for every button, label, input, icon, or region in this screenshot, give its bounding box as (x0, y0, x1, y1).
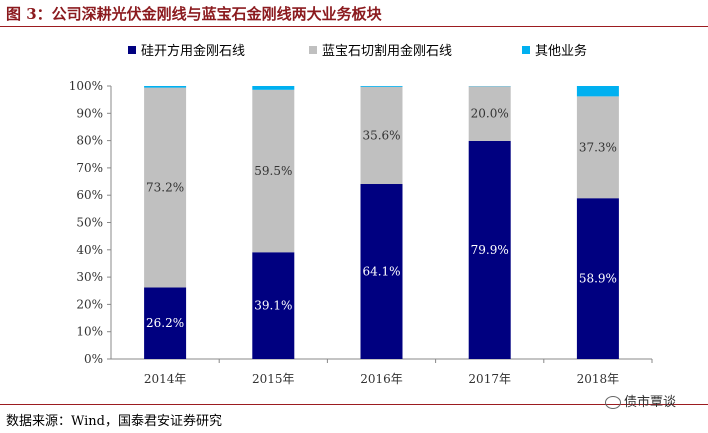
data-label: 58.9% (579, 272, 617, 286)
data-label: 79.9% (471, 243, 509, 257)
data-label: 37.3% (579, 140, 617, 154)
legend-item-series-3: 其他业务 (522, 40, 587, 59)
y-tick-label: 70% (76, 161, 103, 175)
y-tick-label: 0% (84, 352, 103, 366)
x-tick-label: 2017年 (468, 372, 511, 386)
x-tick-label: 2018年 (577, 372, 620, 386)
bar-segment (360, 184, 403, 359)
y-tick-label: 80% (76, 134, 103, 148)
bar-segment (252, 89, 295, 253)
bar-segment (576, 86, 619, 97)
source-note: 数据来源：Wind，国泰君安证券研究 (6, 414, 222, 429)
legend-label-series-3: 其他业务 (535, 44, 588, 59)
y-tick-label: 30% (76, 270, 103, 284)
bar-segment (468, 140, 511, 359)
data-label: 39.1% (254, 299, 292, 313)
data-label: 73.2% (146, 181, 184, 195)
chart-title: 图 3：公司深耕光伏金刚线与蓝宝石金刚线两大业务板块 (6, 5, 382, 23)
wechat-icon (605, 396, 621, 409)
bar-segment (144, 86, 187, 88)
x-tick-label: 2016年 (360, 372, 403, 386)
data-label: 20.0% (471, 107, 509, 121)
y-tick-label: 20% (76, 297, 103, 311)
bar-segment (252, 252, 295, 359)
legend-swatch-series-2 (309, 46, 317, 54)
legend-item-series-1: 硅开方用金刚石线 (128, 40, 245, 59)
legend-label-series-2: 蓝宝石切割用金刚石线 (322, 44, 453, 59)
bar-segment (576, 96, 619, 199)
title-bar: 图 3：公司深耕光伏金刚线与蓝宝石金刚线两大业务板块 (0, 0, 708, 27)
legend-label-series-1: 硅开方用金刚石线 (141, 44, 246, 59)
watermark-text: 债市覃谈 (624, 395, 677, 410)
legend-swatch-series-1 (128, 46, 136, 54)
bar-segment (576, 198, 619, 359)
legend-item-series-2: 蓝宝石切割用金刚石线 (309, 40, 452, 59)
chart-legend: 硅开方用金刚石线 蓝宝石切割用金刚石线 其他业务 (0, 40, 708, 59)
x-tick-label: 2014年 (144, 372, 187, 386)
y-tick-label: 50% (76, 216, 103, 230)
bar-segment (468, 86, 511, 141)
watermark: 债市覃谈 (605, 391, 676, 410)
x-tick-label: 2015年 (252, 372, 295, 386)
footer-divider (0, 404, 708, 405)
bar-segment (252, 86, 295, 90)
bar-segment (144, 87, 187, 288)
y-tick-label: 40% (76, 243, 103, 257)
y-tick-label: 90% (76, 106, 103, 120)
y-tick-label: 60% (76, 188, 103, 202)
bar-segment (360, 86, 403, 185)
y-tick-label: 10% (76, 325, 103, 339)
y-tick-label: 100% (69, 79, 103, 93)
bar-segment (144, 287, 187, 359)
data-label: 59.5% (254, 164, 292, 178)
bar-segment (360, 86, 403, 87)
legend-swatch-series-3 (522, 46, 530, 54)
data-label: 35.6% (362, 128, 400, 142)
data-label: 64.1% (362, 265, 400, 279)
data-label: 26.2% (146, 316, 184, 330)
